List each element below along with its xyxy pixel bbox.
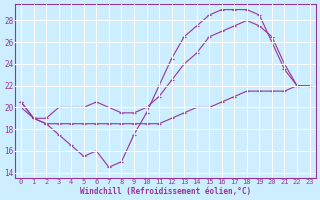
- X-axis label: Windchill (Refroidissement éolien,°C): Windchill (Refroidissement éolien,°C): [80, 187, 251, 196]
